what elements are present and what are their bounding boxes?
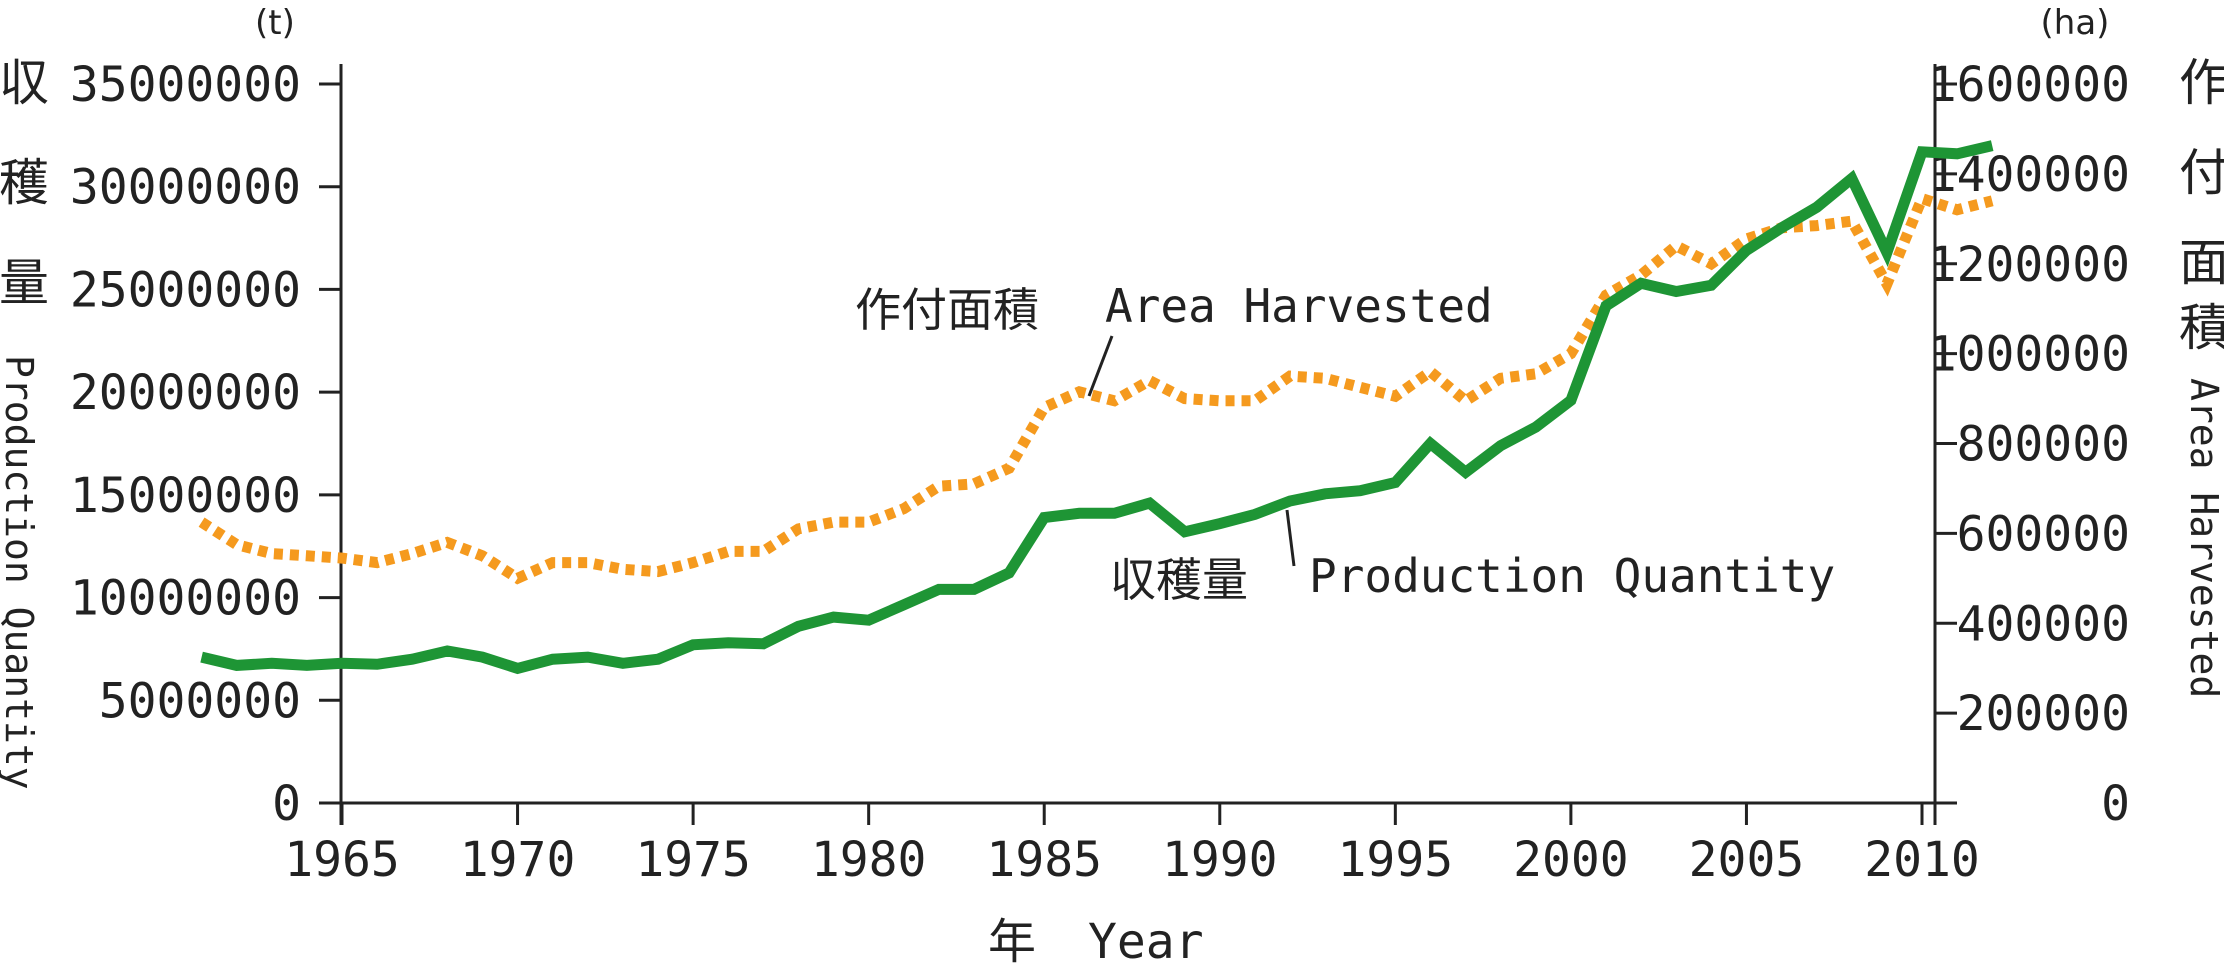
right-axis-tick-label: 1600000 <box>1928 57 2130 113</box>
x-axis-tick-label: 1965 <box>284 832 400 888</box>
right-axis-title-cjk-3: 積 <box>2179 299 2224 357</box>
axes-layer: 0500000010000000150000002000000025000000… <box>70 57 2130 888</box>
left-axis-unit: (t) <box>255 3 295 43</box>
x-axis-tick-label: 2005 <box>1689 832 1805 888</box>
left-axis-tick-label: 0 <box>272 776 301 832</box>
left-axis-title-cjk-0: 収 <box>0 54 49 112</box>
left-axis-tick-label: 5000000 <box>99 673 301 729</box>
right-axis-tick-label: 600000 <box>1957 506 2130 562</box>
right-axis-tick-label: 800000 <box>1957 417 2130 473</box>
annotation-area-cjk: 作付面積 <box>855 283 1039 337</box>
left-axis-tick-label: 30000000 <box>70 160 301 216</box>
annotation-area-leader <box>1087 335 1114 397</box>
x-axis-tick-label: 1970 <box>460 832 576 888</box>
series-line-area-harvested <box>198 191 1994 585</box>
right-axis-tick-label: 400000 <box>1957 596 2130 652</box>
right-axis-tick-label: 1000000 <box>1928 327 2130 383</box>
right-axis-unit: (ha) <box>2041 3 2110 43</box>
x-axis-title-en: Year <box>1088 914 1204 966</box>
right-axis-tick-label: 200000 <box>1957 686 2130 742</box>
left-axis-tick-label: 25000000 <box>70 262 301 318</box>
right-axis-tick-label: 1200000 <box>1928 237 2130 293</box>
x-axis-tick-label: 1980 <box>811 832 927 888</box>
series-line-production-quantity <box>200 140 1994 675</box>
x-axis-title-cjk: 年 <box>988 914 1036 966</box>
x-axis-tick-label: 1975 <box>635 832 751 888</box>
right-axis-title-cjk-2: 面 <box>2179 234 2224 292</box>
x-axis-tick-label: 2000 <box>1513 832 1629 888</box>
x-axis-tick-label: 1995 <box>1338 832 1454 888</box>
right-axis-tick-label: 0 <box>2101 776 2130 832</box>
left-axis-title-en: Production Quantity <box>0 355 41 790</box>
x-axis-tick-label: 2010 <box>1864 832 1980 888</box>
right-axis-title-cjk-0: 作 <box>2179 54 2224 112</box>
left-axis-tick-label: 15000000 <box>70 468 301 524</box>
annotation-area-en: Area Harvested <box>1105 279 1493 333</box>
annotation-production-cjk: 収穫量 <box>1110 553 1248 607</box>
right-axis-title-cjk-1: 付 <box>2179 144 2224 202</box>
left-axis-tick-label: 20000000 <box>70 365 301 421</box>
left-axis-title-cjk-2: 量 <box>0 254 49 312</box>
x-axis-tick-label: 1990 <box>1162 832 1278 888</box>
left-axis-title-cjk-1: 穫 <box>0 154 49 212</box>
annotation-production-en: Production Quantity <box>1309 549 1835 603</box>
right-axis-title-en: Area Harvested <box>2182 378 2224 698</box>
left-axis-tick-label: 35000000 <box>70 57 301 113</box>
x-axis-tick-label: 1985 <box>986 832 1102 888</box>
annotation-production-leader <box>1285 509 1296 567</box>
left-axis-tick-label: 10000000 <box>70 571 301 627</box>
